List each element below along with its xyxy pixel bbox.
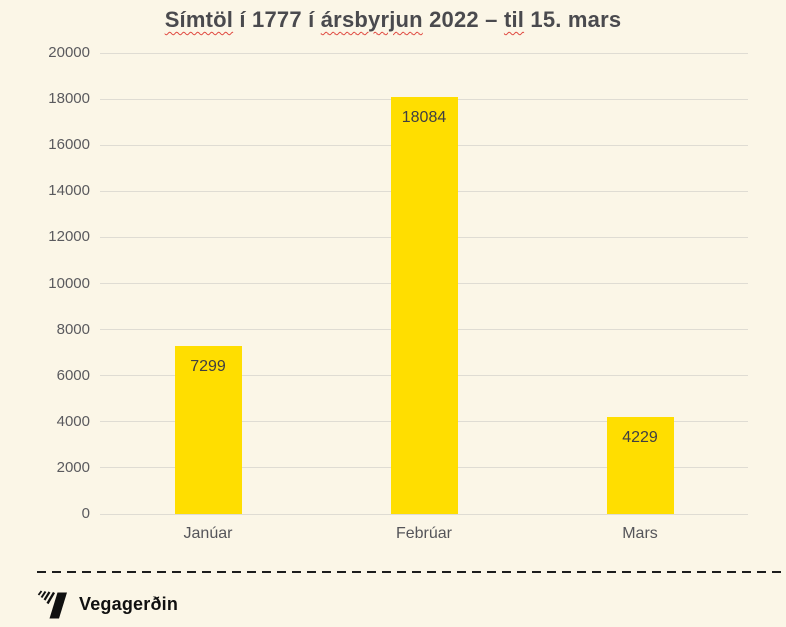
- bar-value-label: 7299: [190, 357, 226, 375]
- y-tick-label: 18000: [48, 90, 90, 108]
- vegagerdin-logo-icon: [37, 589, 69, 620]
- x-tick-label: Febrúar: [395, 525, 453, 542]
- y-tick-label: 8000: [56, 320, 90, 338]
- x-tick-label: Mars: [622, 525, 658, 542]
- brand-name: Vegagerðin: [79, 594, 179, 614]
- y-tick-label: 20000: [48, 44, 90, 61]
- plot-area: 7299 18084 4229: [100, 52, 748, 515]
- dashed-divider: [37, 571, 786, 573]
- y-tick-label: 2000: [56, 458, 90, 476]
- misspelled-word: ársbyrjun: [320, 7, 423, 32]
- y-tick-label: 12000: [48, 228, 90, 246]
- bar-febrúar: 18084: [390, 97, 458, 514]
- title-text: 15. mars: [524, 7, 622, 32]
- y-tick-label: 16000: [48, 136, 90, 154]
- misspelled-word: til: [503, 7, 525, 32]
- y-tick-label: 6000: [56, 366, 90, 384]
- chart-title: Símtöl í 1777 í ársbyrjun 2022 – til 15.…: [0, 7, 786, 33]
- brand-footer: Vegagerðin: [37, 589, 178, 620]
- y-tick-label: 4000: [56, 412, 90, 430]
- y-tick-label: 14000: [48, 182, 90, 200]
- bar-mars: 4229: [606, 416, 674, 514]
- misspelled-word: Símtöl: [164, 7, 234, 32]
- x-tick-label: Janúar: [183, 525, 233, 542]
- title-text: í 1777 í: [233, 7, 321, 32]
- y-tick-label: 10000: [48, 274, 90, 292]
- title-text: 2022 –: [422, 7, 504, 32]
- bar-value-label: 4229: [622, 428, 658, 446]
- gridline: [100, 52, 748, 54]
- bar-janúar: 7299: [174, 345, 242, 514]
- y-tick-label: 0: [81, 505, 90, 522]
- gridline: [100, 513, 748, 515]
- bar-value-label: 18084: [401, 109, 447, 127]
